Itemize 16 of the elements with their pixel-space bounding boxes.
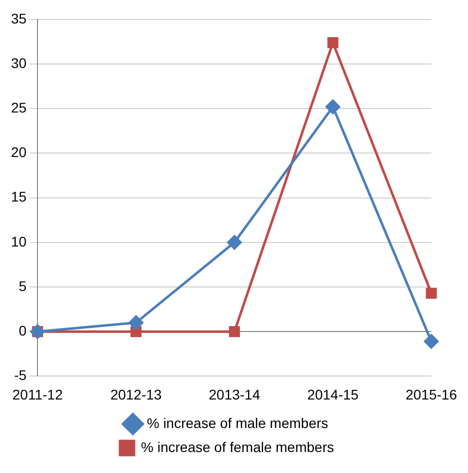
y-tick-label: 15: [10, 188, 27, 205]
x-tick-label: 2012-13: [110, 386, 162, 402]
y-tick-label: 35: [10, 10, 27, 26]
x-tick-label: 2013-14: [208, 386, 260, 402]
x-tick-label: 2011-12: [12, 386, 63, 402]
y-tick-label: -5: [14, 367, 27, 384]
y-tick-label: 25: [10, 99, 27, 116]
y-tick-label: 30: [10, 54, 27, 71]
legend-label: % increase of female members: [141, 438, 334, 455]
y-tick-label: 10: [10, 233, 27, 250]
y-tick-label: 20: [10, 144, 27, 160]
x-tick-label: 2015-16: [406, 386, 458, 402]
x-tick-label: 2014-15: [307, 386, 359, 402]
y-tick-label: 0: [18, 322, 27, 338]
y-tick-label: 5: [18, 278, 27, 294]
legend-label: % increase of male members: [146, 414, 328, 431]
